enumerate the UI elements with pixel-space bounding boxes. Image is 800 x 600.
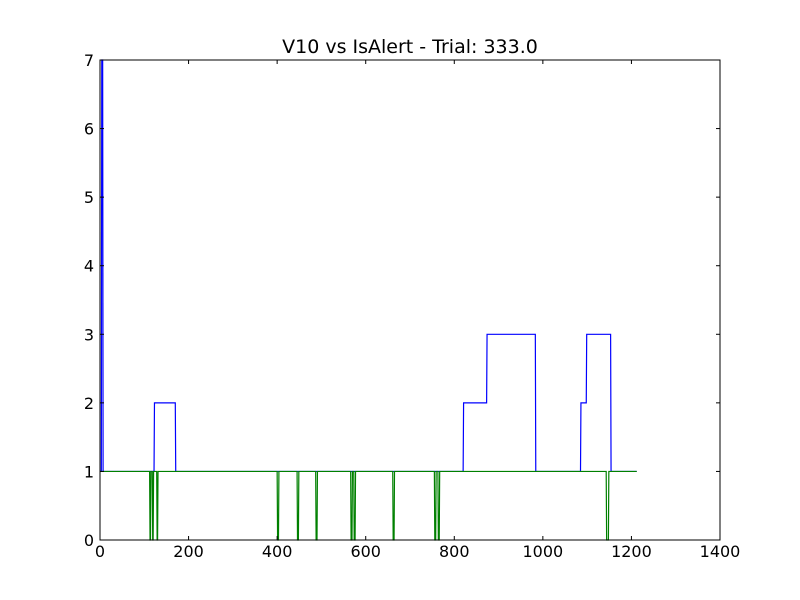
y-tick-label: 4 — [84, 257, 94, 276]
x-tick-label: 400 — [262, 542, 293, 561]
y-tick-label: 7 — [84, 51, 94, 70]
chart-title: V10 vs IsAlert - Trial: 333.0 — [282, 36, 538, 58]
ticks-layer: 0 200 400 600 800 1000 1200 1400 0 1 2 3 4 5 6 7 — [84, 51, 741, 561]
y-tick-label: 6 — [84, 120, 94, 139]
series-line-1 — [100, 59, 637, 473]
y-tick-label: 5 — [84, 188, 94, 207]
x-tick-label: 800 — [439, 542, 470, 561]
x-tick-label: 1000 — [522, 542, 563, 561]
y-tick-label: 1 — [84, 462, 94, 481]
x-tick-label: 0 — [95, 542, 105, 561]
plot-area-frame — [99, 59, 721, 541]
x-tick-label: 1200 — [611, 542, 652, 561]
series-line-2 — [100, 470, 637, 541]
x-tick-label: 600 — [350, 542, 381, 561]
series-layer — [100, 59, 637, 541]
y-tick-label: 3 — [84, 325, 94, 344]
y-tick-label: 0 — [84, 531, 94, 550]
x-tick-label: 1400 — [700, 542, 741, 561]
x-tick-label: 200 — [173, 542, 204, 561]
y-tick-label: 2 — [84, 394, 94, 413]
